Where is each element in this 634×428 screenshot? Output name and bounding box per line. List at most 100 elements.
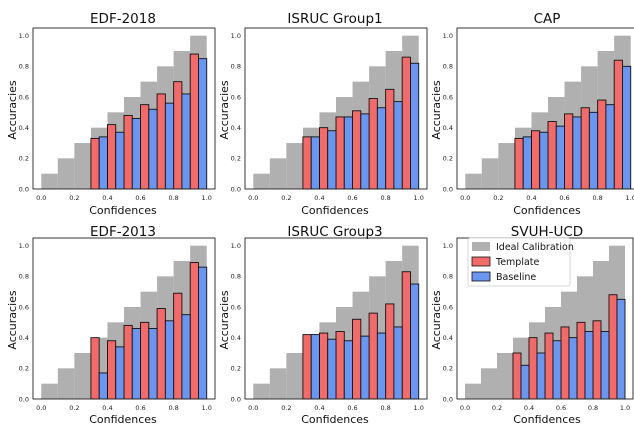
x-tick-label: 0.4 <box>314 194 324 202</box>
axes-frame <box>244 237 428 400</box>
x-tick-label: 1.0 <box>202 404 212 412</box>
template-bar <box>580 107 590 190</box>
y-tick-label: 0.0 <box>231 185 241 193</box>
panel-title: ISRUC Group3 <box>287 224 382 240</box>
template-bar <box>90 137 100 190</box>
template-bar <box>401 271 411 400</box>
baseline-bar <box>360 113 370 190</box>
ideal-bar <box>74 143 91 189</box>
y-tick-label: 0.4 <box>231 124 241 132</box>
baseline-bar <box>376 107 387 190</box>
panel-edf-2013: EDF-2013 Confidences Accuracies <box>6 224 157 426</box>
y-tick-label: 0.2 <box>231 155 241 163</box>
plot-area: 0.0 0.2 0.4 0.6 0.8 1.0 0.0 0.2 0.4 0.6 0.8 1.0 <box>231 237 428 412</box>
baseline-bar <box>410 283 420 400</box>
ideal-bar <box>465 173 482 189</box>
x-tick-label: 0.0 <box>460 194 470 202</box>
template-bar <box>335 331 345 400</box>
x-tick-label: 0.0 <box>248 404 258 412</box>
x-tick-label: 0.4 <box>102 194 112 202</box>
ideal-bar <box>41 383 58 399</box>
baseline-bar <box>198 266 208 400</box>
template-bar <box>368 98 378 190</box>
template-bar <box>156 93 166 190</box>
baseline-bar <box>588 111 599 190</box>
axes-frame <box>32 237 216 400</box>
y-axis-label: Accuracies <box>430 290 443 350</box>
baseline-bar <box>115 346 125 400</box>
panel-isruc-group1: ISRUC Group1 Confidences Accuracies <box>218 11 383 217</box>
baseline-bar <box>198 58 208 190</box>
legend-swatch-baseline <box>471 271 491 282</box>
baseline-bar <box>115 131 125 190</box>
baseline-bar <box>539 131 549 190</box>
template-bar <box>514 137 524 190</box>
template-bar <box>319 332 329 400</box>
baseline-bar <box>148 108 158 190</box>
plot-area: 0.0 0.2 0.4 0.6 0.8 1.0 0.0 0.2 0.4 0.6 0.8 1.0 <box>443 27 634 202</box>
baseline-bar <box>343 116 353 190</box>
y-tick-label: 0.0 <box>231 395 241 403</box>
template-bar <box>140 104 150 190</box>
x-tick-label: 0.4 <box>524 404 534 412</box>
template-bar <box>608 294 618 400</box>
y-tick-label: 0.6 <box>443 303 453 311</box>
y-tick-label: 1.0 <box>19 242 29 250</box>
y-tick-label: 0.2 <box>231 365 241 373</box>
baseline-bar <box>555 125 565 190</box>
baseline-bar <box>600 331 610 400</box>
legend: Ideal Calibration Template Baseline <box>467 237 574 287</box>
baseline-bar <box>520 364 530 400</box>
baseline-bar <box>376 332 387 400</box>
ideal-bar <box>269 158 287 189</box>
ideal-bar <box>57 158 75 189</box>
panel-title: SVUH-UCD <box>511 224 583 240</box>
ideal-bar <box>497 353 513 399</box>
template-bar <box>385 88 395 190</box>
x-tick-label: 0.6 <box>347 404 357 412</box>
y-tick-label: 1.0 <box>231 32 241 40</box>
plot-area: 0.0 0.2 0.4 0.6 0.8 1.0 0.0 0.2 0.4 0.6 0.8 1.0 <box>19 27 216 202</box>
y-tick-label: 0.0 <box>443 185 453 193</box>
x-axis-label: Confidences <box>89 204 157 217</box>
ideal-bar <box>57 368 75 399</box>
baseline-bar <box>131 328 141 400</box>
baseline-bar <box>522 136 532 190</box>
baseline-bar <box>360 335 370 400</box>
ideal-bar <box>286 143 303 189</box>
y-axis-label: Accuracies <box>6 290 19 350</box>
plot-area: 0.0 0.2 0.4 0.6 0.8 1.0 0.0 0.2 0.4 0.6 0.8 1.0 <box>19 237 216 412</box>
x-tick-label: 0.2 <box>69 404 79 412</box>
baseline-bar <box>568 337 578 400</box>
baseline-bar <box>410 62 420 190</box>
x-axis-label: Confidences <box>301 204 369 217</box>
baseline-bar <box>393 101 403 190</box>
baseline-bar <box>622 65 632 190</box>
ideal-bar <box>498 143 515 189</box>
plot-area: 0.0 0.2 0.4 0.6 0.8 1.0 0.0 0.2 0.4 0.6 0.8 1.0 <box>443 237 634 412</box>
baseline-bar <box>164 102 175 190</box>
y-tick-label: 1.0 <box>19 32 29 40</box>
plot-area: 0.0 0.2 0.4 0.6 0.8 1.0 0.0 0.2 0.4 0.6 0.8 1.0 <box>231 27 428 202</box>
template-bar <box>352 110 362 190</box>
baseline-bar <box>343 340 353 400</box>
y-tick-label: 0.6 <box>19 303 29 311</box>
x-axis-label: Confidences <box>513 413 581 426</box>
ideal-bar <box>481 368 497 399</box>
y-tick-label: 0.4 <box>19 334 29 342</box>
x-tick-label: 1.0 <box>202 194 212 202</box>
x-tick-label: 0.8 <box>592 194 602 202</box>
template-bar <box>560 326 570 400</box>
baseline-bar <box>98 372 108 400</box>
x-tick-label: 0.6 <box>559 194 569 202</box>
ideal-bar <box>481 158 499 189</box>
ideal-bar <box>269 368 287 399</box>
x-tick-label: 0.8 <box>168 404 178 412</box>
baseline-bar <box>310 334 320 400</box>
x-tick-label: 0.2 <box>493 194 503 202</box>
x-tick-label: 1.0 <box>626 194 634 202</box>
template-bar <box>189 262 199 400</box>
axes-frame <box>456 27 634 190</box>
legend-swatch-ideal <box>472 242 490 251</box>
